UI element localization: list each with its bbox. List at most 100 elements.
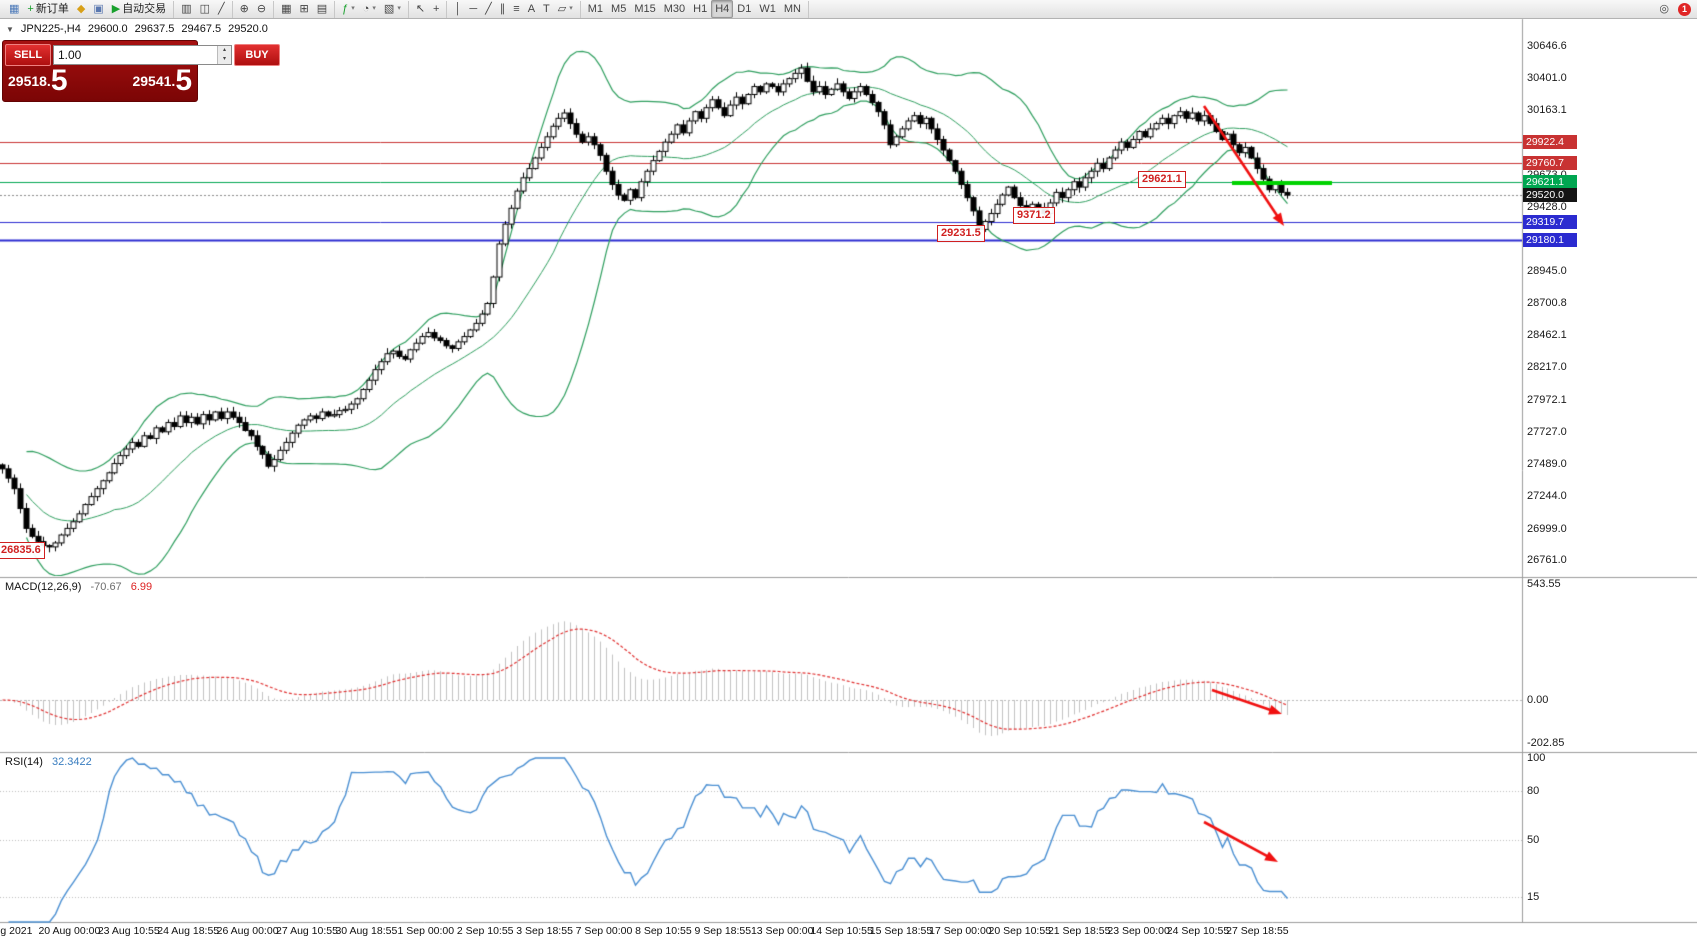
timeframe-m15-button[interactable]: M15 (630, 0, 659, 18)
price-annotation-box[interactable]: 9371.2 (1013, 207, 1055, 224)
autotrading-icon: ▶ (111, 3, 121, 15)
timeframe-label: H1 (693, 3, 708, 15)
new-order-label: 新订单 (35, 3, 69, 15)
price-axis-tick: 29428.0 (1527, 201, 1567, 214)
price-level-tag: 29180.1 (1523, 232, 1577, 247)
time-axis-label: 1 Sep 00:00 (397, 925, 455, 937)
time-axis-label: 15 Sep 18:55 (869, 925, 933, 937)
channel-button[interactable]: ∥ (496, 0, 510, 18)
new-order-button[interactable]: + 新订单 (23, 0, 72, 18)
macd-title: MACD(12,26,9) (5, 581, 82, 593)
periods-button[interactable]: ◔ ▾ (359, 0, 380, 18)
crosshair-button[interactable]: + (429, 0, 443, 18)
price-axis-tick: 26761.0 (1527, 554, 1567, 566)
time-axis-label: 8 Sep 10:55 (635, 925, 692, 937)
candlestick-chart-button[interactable]: ◫ (196, 0, 214, 18)
timeframe-label: D1 (737, 3, 752, 15)
price-annotation-box[interactable]: 26835.6 (0, 542, 45, 559)
volume-spin-up-button[interactable]: ▴ (218, 45, 231, 55)
timeframe-m5-button[interactable]: M5 (607, 0, 630, 18)
rsi-value: 32.3422 (51, 756, 92, 768)
tile-windows-icon: ⊞ (299, 3, 309, 15)
shapes-button[interactable]: ▱ ▾ (554, 0, 577, 18)
grid-icon: ▦ (281, 3, 292, 15)
toolbar-group: │ ─ ╱ ∥ ≡ A T ▱ ▾ (447, 0, 581, 18)
autotrading-label: 自动交易 (122, 3, 167, 15)
sell-price-main: 29518. (8, 73, 51, 89)
timeframe-mn-button[interactable]: MN (780, 0, 805, 18)
text-button[interactable]: A (524, 0, 539, 18)
timeframe-w1-button[interactable]: W1 (755, 0, 780, 18)
indicators-button[interactable]: ƒ ▾ (338, 0, 359, 18)
timeframe-d1-button[interactable]: D1 (733, 0, 755, 18)
price-level-tag: 29922.4 (1523, 134, 1577, 149)
vertical-line-button[interactable]: │ (450, 0, 465, 18)
macd-scale-label: 0.00 (1527, 694, 1549, 706)
time-axis-label: 14 Sep 10:55 (810, 925, 873, 937)
line-chart-button[interactable]: ╱ (214, 0, 229, 18)
buy-button[interactable]: BUY (234, 43, 280, 66)
close-value: 29520.0 (228, 23, 268, 35)
quote-prices-row: 29518. 5 29541. 5 (3, 65, 197, 96)
time-axis-label: 24 Aug 18:55 (157, 925, 220, 937)
cursor-button[interactable]: ↖ (412, 0, 429, 18)
search-button[interactable]: ◎ (1655, 0, 1673, 18)
zoom-out-button[interactable]: ⊖ (253, 0, 270, 18)
bars-chart-button[interactable]: ▥ (177, 0, 195, 18)
notification-badge[interactable]: 1 (1678, 2, 1691, 16)
price-axis-tick: 27244.0 (1527, 490, 1567, 503)
timeframe-label: W1 (759, 3, 776, 15)
time-axis-label: 7 Sep 00:00 (575, 925, 633, 937)
channel-icon: ∥ (499, 3, 506, 15)
trendline-button[interactable]: ╱ (481, 0, 496, 18)
price-annotation-box[interactable]: 29621.1 (1138, 171, 1186, 188)
volume-input[interactable] (54, 45, 217, 64)
price-annotation-box[interactable]: 29231.5 (937, 225, 985, 242)
price-level-tag: 29760.7 (1523, 156, 1577, 171)
timeframe-h1-button[interactable]: H1 (689, 0, 711, 18)
sell-price: 29518. 5 (8, 65, 68, 96)
indicators-caret-icon: ▾ (351, 5, 355, 12)
fibonacci-button[interactable]: ≡ (509, 0, 523, 18)
charts-window-icon: ▣ (93, 3, 104, 15)
profiles-icon: ▤ (316, 3, 328, 15)
buy-price-main: 29541. (132, 73, 176, 89)
rsi-scale-label: 80 (1527, 784, 1540, 797)
charts-window-button[interactable]: ▣ (89, 0, 107, 18)
autotrading-button[interactable]: ▶ 自动交易 (108, 0, 170, 18)
toolbar-right: ◎ 1 (1655, 0, 1695, 18)
time-axis-label: 9 Sep 18:55 (694, 925, 752, 937)
zoom-out-icon: ⊖ (256, 3, 267, 15)
volume-spin-down-button[interactable]: ▾ (218, 54, 231, 64)
sell-button[interactable]: SELL (5, 43, 51, 66)
quote-panel-collapse-icon[interactable]: ▼ (6, 24, 14, 34)
rsi-scale-label: 100 (1527, 752, 1546, 764)
buy-price: 29541. 5 (132, 65, 192, 96)
profiles-button[interactable]: ▤ (313, 0, 331, 18)
zoom-in-button[interactable]: ⊕ (236, 0, 253, 18)
time-axis-label: 24 Sep 10:55 (1166, 925, 1230, 937)
price-axis-tick: 30646.6 (1527, 40, 1567, 52)
timeframe-m30-button[interactable]: M30 (660, 0, 689, 18)
grid-button[interactable]: ▦ (277, 0, 295, 18)
text-label-icon: T (543, 3, 550, 15)
price-axis-tick: 28217.0 (1527, 361, 1567, 374)
symbol-period-label: JPN225-,H4 (20, 23, 81, 35)
new-chart-button[interactable]: ▦ (5, 0, 23, 18)
timeframe-h4-button[interactable]: H4 (711, 0, 734, 18)
templates-button[interactable]: ▧ ▾ (380, 0, 405, 18)
trendline-icon: ╱ (485, 3, 492, 15)
cursor-icon: ↖ (415, 3, 426, 15)
timeframe-m1-button[interactable]: M1 (584, 0, 607, 18)
metaeditor-button[interactable]: ◆ (73, 0, 89, 18)
macd-main-value: -70.67 (90, 581, 122, 593)
tile-windows-button[interactable]: ⊞ (295, 0, 312, 18)
text-label-button[interactable]: T (539, 0, 554, 18)
price-axis-tick: 27489.0 (1527, 457, 1567, 470)
time-axis-label: 13 Sep 00:00 (750, 925, 814, 937)
horizontal-line-button[interactable]: ─ (465, 0, 481, 18)
timeframe-label: M15 (634, 3, 656, 15)
timeframe-label: M30 (663, 3, 686, 15)
